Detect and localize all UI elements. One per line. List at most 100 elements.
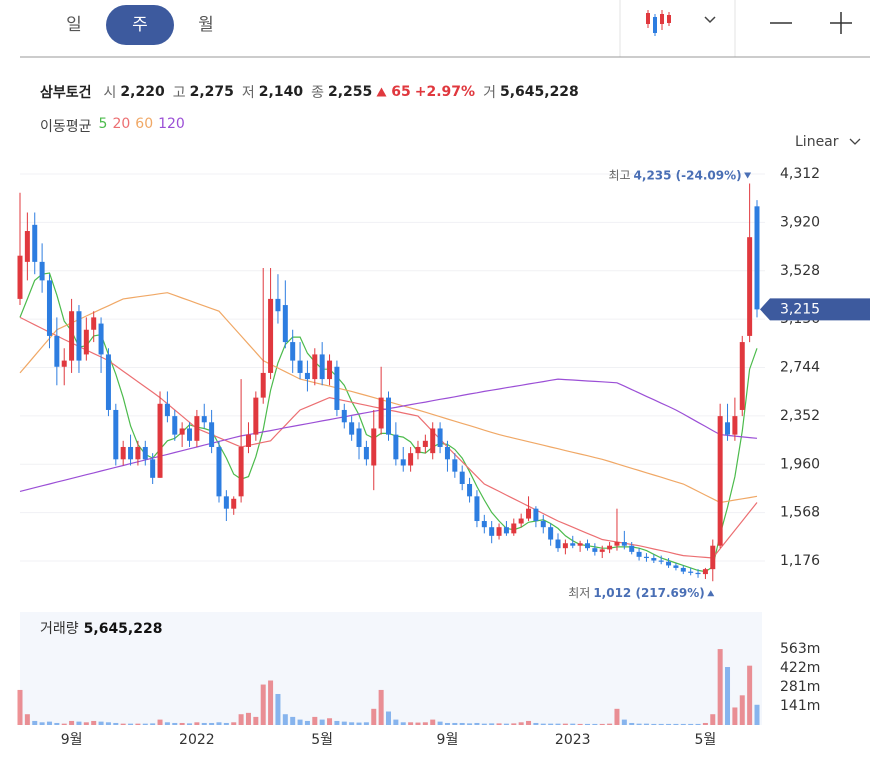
volume-bar xyxy=(91,720,97,725)
candle-body xyxy=(695,572,701,575)
volume-bar xyxy=(496,723,502,725)
volume-tick-label: 281m xyxy=(780,679,820,695)
volume-bar xyxy=(290,716,296,725)
candle-body xyxy=(83,329,89,355)
y-tick-label: 4,312 xyxy=(780,166,820,182)
candle-body xyxy=(430,428,436,454)
volume-bar xyxy=(430,719,436,725)
candle-body xyxy=(496,527,502,536)
candle-body xyxy=(142,446,148,460)
volume-bar xyxy=(113,722,119,725)
candle-body xyxy=(481,521,487,528)
volume-bar xyxy=(452,722,458,725)
dropdown-chevron[interactable] xyxy=(704,16,716,24)
ma-title: 이동평균 xyxy=(40,119,92,135)
volume-bar xyxy=(526,720,532,725)
x-tick-label: 2023 xyxy=(555,732,591,748)
volume-bar xyxy=(54,722,60,725)
candle-body xyxy=(371,428,377,466)
tab-day[interactable]: 일 xyxy=(66,15,82,35)
volume-bar xyxy=(540,723,546,725)
candle-body xyxy=(533,508,539,522)
volume-bar xyxy=(570,723,576,725)
volume-tick-label: 141m xyxy=(780,698,820,714)
candle-body xyxy=(268,298,274,373)
high-value: 2,275 xyxy=(189,84,234,100)
volume-bar xyxy=(312,716,318,725)
volume-title: 거래량 5,645,228 xyxy=(40,621,162,637)
volume-bar xyxy=(209,722,215,725)
tab-month[interactable]: 월 xyxy=(198,15,214,35)
candle-body xyxy=(113,409,119,460)
volume-bar xyxy=(725,667,731,725)
candle-body xyxy=(408,453,414,466)
volume-bar xyxy=(46,721,52,725)
volume-bar xyxy=(459,722,465,725)
max-annotation-label: 최고 xyxy=(608,168,630,182)
candle-body xyxy=(319,354,325,380)
candle-body xyxy=(290,342,296,361)
tab-week[interactable]: 주 xyxy=(106,5,174,45)
volume-bar xyxy=(614,708,620,725)
volume-bar xyxy=(577,723,583,725)
volume-bar xyxy=(223,722,229,725)
y-tick-label: 1,960 xyxy=(780,456,820,472)
candle-body xyxy=(643,556,649,559)
candle-body xyxy=(341,409,347,423)
candle-body xyxy=(120,446,126,460)
volume-bar xyxy=(275,693,281,725)
volume-bar xyxy=(120,723,126,725)
candle-body xyxy=(238,446,244,497)
y-tick-label: 2,744 xyxy=(780,360,820,376)
volume-bar xyxy=(378,689,384,725)
volume-bar xyxy=(260,684,266,725)
volume-bar xyxy=(651,723,657,725)
scale-chevron xyxy=(849,138,861,145)
y-tick-label: 2,352 xyxy=(780,408,820,424)
volume-bar xyxy=(216,722,222,725)
volume-bar xyxy=(739,695,745,725)
candle-body xyxy=(717,416,723,546)
volume-bar xyxy=(32,720,38,725)
x-tick-label: 5월 xyxy=(311,732,333,748)
candle-body xyxy=(356,428,362,447)
volume-bar xyxy=(555,723,561,725)
volume-bar xyxy=(142,723,148,725)
volume-bar xyxy=(754,704,760,725)
close-value: 2,255 xyxy=(327,84,373,100)
chart-type-button[interactable] xyxy=(646,10,671,36)
volume-bar xyxy=(157,719,163,725)
candle-body xyxy=(584,543,590,549)
volume-bar xyxy=(444,722,450,725)
candle-body xyxy=(702,569,708,575)
volume-bar xyxy=(194,722,200,725)
candle-body xyxy=(688,571,694,573)
volume-bar xyxy=(304,720,310,725)
last-price-badge xyxy=(760,298,870,321)
volume-bar xyxy=(371,708,377,725)
x-tick-label: 9월 xyxy=(61,732,83,748)
volume-bar xyxy=(474,722,480,725)
candle-body xyxy=(739,342,745,410)
candle-body xyxy=(135,446,141,460)
zoom-in[interactable] xyxy=(830,12,852,34)
candle-body xyxy=(105,354,111,410)
volume-title-label: 거래량 xyxy=(40,621,79,637)
candle-body xyxy=(489,527,495,536)
legend-entry: 5 xyxy=(98,116,108,132)
volume-bar xyxy=(599,723,605,725)
candle-body xyxy=(548,527,554,540)
legend-entry: 120 xyxy=(158,116,185,132)
candle-body xyxy=(282,305,288,343)
candle-body xyxy=(201,416,207,423)
candle-body xyxy=(61,360,67,367)
volume-bar xyxy=(666,723,672,725)
candle-body xyxy=(555,539,561,549)
x-tick-label: 2022 xyxy=(179,732,215,748)
scale-dropdown[interactable]: Linear xyxy=(795,134,861,150)
candle-body xyxy=(386,397,391,435)
y-tick-label: 1,568 xyxy=(780,505,820,521)
candle-body xyxy=(393,434,399,460)
